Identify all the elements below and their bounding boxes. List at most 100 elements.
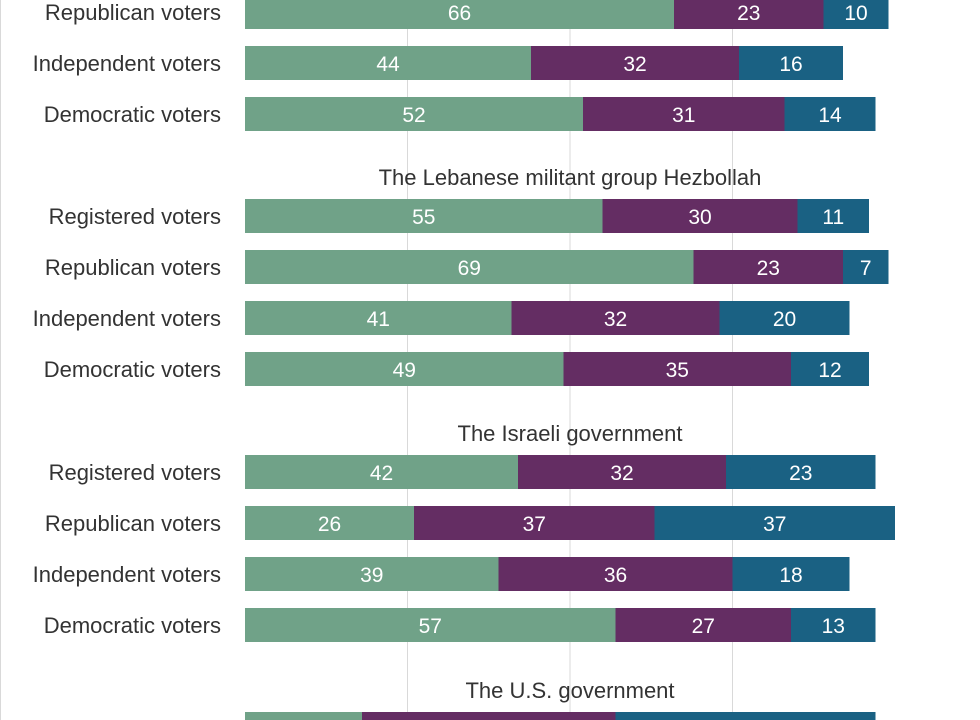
bar-segment xyxy=(245,608,616,642)
group-title: The Israeli government xyxy=(458,421,683,446)
bar-value-label: 32 xyxy=(604,308,627,331)
bar-segment xyxy=(615,712,876,720)
bar-value-label: 44 xyxy=(376,53,400,76)
bar-segment xyxy=(245,455,518,489)
chart-group-2: The Israeli government Registered voters 4… xyxy=(33,421,895,642)
bar-segment xyxy=(843,250,889,284)
bar-value-label: 20 xyxy=(773,308,796,331)
row-label: Independent voters xyxy=(33,51,221,76)
bar-segment xyxy=(414,506,655,540)
bar-row: Republican voters 66 23 10 xyxy=(45,0,889,29)
bar-segment xyxy=(245,352,564,386)
bar-segment xyxy=(797,199,869,233)
bar-value-label: 27 xyxy=(692,615,715,638)
bar-value-label: 37 xyxy=(523,513,546,536)
row-label: Independent voters xyxy=(33,306,221,331)
bar-row: Registered voters183940 xyxy=(49,712,876,720)
row-label: Democratic voters xyxy=(44,102,221,127)
bar-value-label: 26 xyxy=(318,513,341,536)
bar-segment xyxy=(531,46,739,80)
bar-value-label: 16 xyxy=(779,53,802,76)
bar-segment xyxy=(726,455,876,489)
row-label: Democratic voters xyxy=(44,357,221,382)
bar-segment xyxy=(823,0,889,29)
row-label: Democratic voters xyxy=(44,613,221,638)
bar-value-label: 32 xyxy=(623,53,646,76)
bar-value-label: 35 xyxy=(666,359,689,382)
bar-value-label: 11 xyxy=(822,206,844,229)
row-label: Registered voters xyxy=(49,460,221,485)
bar-segment xyxy=(245,97,583,131)
row-label: Registered voters xyxy=(49,717,221,720)
bar-value-label: 18 xyxy=(779,564,802,587)
bar-segment xyxy=(511,301,720,335)
bar-segment xyxy=(518,455,726,489)
bar-segment xyxy=(784,97,876,131)
bar-value-label: 14 xyxy=(818,104,842,127)
bar-value-label: 13 xyxy=(822,615,845,638)
bar-value-label: 30 xyxy=(688,206,711,229)
bar-value-label: 66 xyxy=(448,2,471,25)
group-title: The U.S. government xyxy=(465,678,674,703)
bar-segment xyxy=(498,557,733,591)
bar-value-label: 37 xyxy=(763,513,786,536)
bar-segment xyxy=(245,0,674,29)
bar-row: Independent voters 41 32 20 xyxy=(33,301,850,335)
bar-value-label: 31 xyxy=(672,104,695,127)
bar-value-label: 10 xyxy=(844,2,867,25)
bar-segment xyxy=(791,352,869,386)
bar-value-label: 23 xyxy=(789,462,812,485)
bar-segment xyxy=(791,608,876,642)
bar-segment xyxy=(732,557,850,591)
bar-value-label: 41 xyxy=(367,308,390,331)
row-label: Independent voters xyxy=(33,562,221,587)
group-title: The Lebanese militant group Hezbollah xyxy=(379,165,762,190)
bar-row: Republican voters 26 37 37 xyxy=(45,506,895,540)
bar-row: Democratic voters 57 27 13 xyxy=(44,608,876,642)
bar-row: Independent voters 39 36 18 xyxy=(33,557,850,591)
bar-value-label: 55 xyxy=(412,206,435,229)
bar-value-label: 39 xyxy=(360,564,383,587)
row-label: Republican voters xyxy=(45,255,221,280)
bar-segment xyxy=(654,506,895,540)
bar-segment xyxy=(739,46,843,80)
bar-segment xyxy=(245,506,414,540)
row-label: Republican voters xyxy=(45,511,221,536)
bar-segment xyxy=(245,557,499,591)
row-label: Registered voters xyxy=(49,204,221,229)
bar-value-label: 23 xyxy=(737,2,760,25)
bar-segment xyxy=(362,712,616,720)
bar-segment xyxy=(245,46,531,80)
bar-value-label: 57 xyxy=(419,615,442,638)
bar-value-label: 52 xyxy=(402,104,425,127)
bar-segment xyxy=(245,250,694,284)
bar-segment xyxy=(719,301,850,335)
bar-value-label: 32 xyxy=(610,462,633,485)
bar-row: Democratic voters 52 31 14 xyxy=(44,97,876,131)
bar-value-label: 23 xyxy=(757,257,780,280)
bar-value-label: 49 xyxy=(393,359,416,382)
bar-row: Democratic voters 49 35 12 xyxy=(44,352,869,386)
bar-row: Republican voters 69 23 7 xyxy=(45,250,889,284)
chart-group-3: The U.S. government Registered voters1839… xyxy=(49,678,876,720)
bar-value-label: 36 xyxy=(604,564,627,587)
bar-segment xyxy=(674,0,824,29)
bar-row: Registered voters 42 32 23 xyxy=(49,455,876,489)
bar-value-label: 12 xyxy=(818,359,841,382)
bar-row: Independent voters 44 32 16 xyxy=(33,46,843,80)
bar-segment xyxy=(563,352,791,386)
bar-segment xyxy=(583,97,785,131)
bar-segment xyxy=(245,199,603,233)
bar-segment xyxy=(245,712,362,720)
bar-row: Registered voters 55 30 11 xyxy=(49,199,869,233)
bar-segment xyxy=(245,301,512,335)
bar-value-label: 42 xyxy=(370,462,393,485)
bar-segment xyxy=(693,250,843,284)
bar-segment xyxy=(615,608,791,642)
bar-segment xyxy=(602,199,798,233)
chart-group-1: The Lebanese militant group Hezbollah Reg… xyxy=(33,165,889,386)
row-label: Republican voters xyxy=(45,0,221,25)
